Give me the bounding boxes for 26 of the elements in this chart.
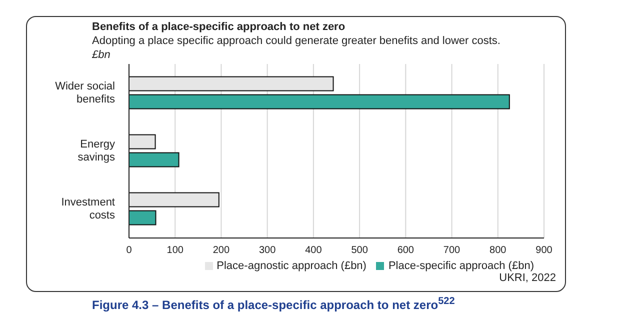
- x-tick-label: 800: [490, 245, 507, 256]
- x-tick-label: 600: [397, 245, 414, 256]
- chart-subtitle: Adopting a place specific approach could generate greater benefits and lower costs.: [92, 34, 500, 48]
- chart-title: Benefits of a place-specific approach to net zero: [92, 20, 346, 34]
- bar: [129, 210, 156, 226]
- x-axis-title: £bn: [92, 48, 112, 62]
- x-tick-label: 100: [166, 245, 184, 256]
- x-tick-label: 500: [351, 245, 368, 256]
- y-tick-label: Investment costs: [61, 196, 116, 222]
- bar: [129, 76, 334, 92]
- bar: [129, 192, 220, 208]
- x-tick-label: 700: [443, 245, 461, 256]
- y-tick-label: Energy savings: [78, 138, 116, 164]
- legend-label: Place-agnostic approach (£bn): [216, 260, 366, 272]
- bar: [129, 134, 156, 150]
- text: UKRI, 2022: [499, 272, 556, 284]
- caption: Figure 4.3 – Benefits of a place-specific approach to net zero$^{522}$: [92, 296, 455, 312]
- x-tick-label: 300: [258, 245, 276, 256]
- x-tick-label: 400: [305, 245, 322, 256]
- legend-label: Place-specific approach (£bn): [388, 260, 534, 272]
- bar: [129, 94, 510, 110]
- y-tick-label: Wider social benefits: [55, 80, 116, 106]
- x-tick-label: 900: [536, 245, 553, 256]
- x-tick-label: 200: [212, 245, 230, 256]
- bar: [129, 152, 180, 168]
- x-tick-label: 0: [126, 245, 132, 256]
